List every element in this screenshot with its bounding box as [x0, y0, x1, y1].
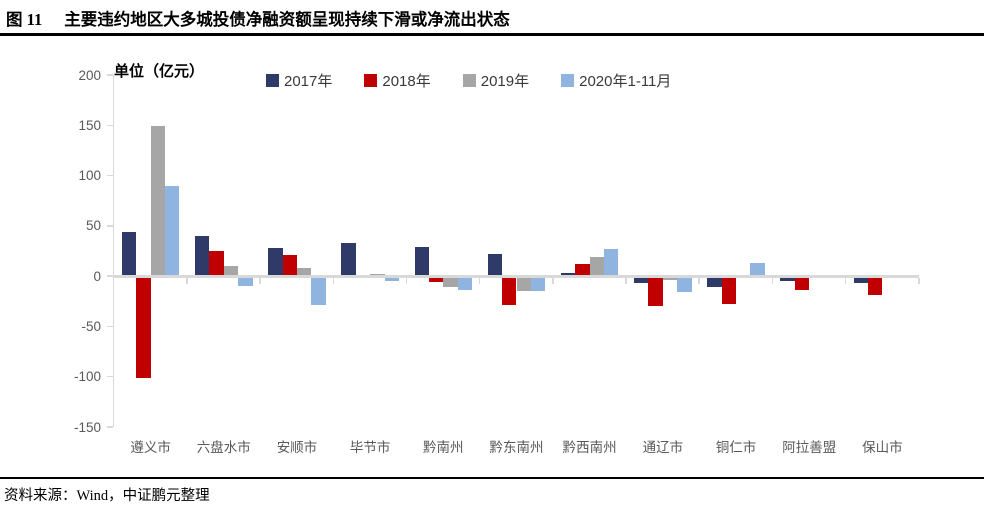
y-axis-tick [107, 74, 113, 76]
bar-2020年1-11月-遵义市 [165, 185, 180, 277]
bar-2018年-六盘水市 [209, 251, 224, 277]
zero-axis-line [114, 275, 919, 278]
y-axis-tick-label: -50 [81, 318, 101, 334]
data-source-note: 资料来源：Wind，中证鹏元整理 [4, 488, 210, 504]
bar-2017年-黔南州 [414, 246, 429, 277]
category-axis-tick [918, 277, 920, 284]
y-axis-tick-label: 0 [93, 268, 101, 284]
category-axis-tick [625, 277, 627, 284]
y-axis-tick-label: 200 [78, 67, 101, 83]
legend-item-2020年1-11月: 2020年1-11月 [561, 70, 671, 91]
category-axis-tick [771, 277, 774, 284]
x-axis-category-label: 黔西南州 [562, 440, 617, 455]
y-axis-tick-label: 100 [78, 168, 101, 184]
bar-2019年-黔西南州 [589, 257, 605, 277]
title-divider-rule [0, 33, 984, 36]
y-axis-tick-label: 50 [85, 218, 101, 234]
y-axis-tick [107, 225, 113, 227]
bar-2018年-通辽市 [648, 277, 663, 306]
bar-2020年1-11月-通辽市 [677, 277, 692, 292]
legend-swatch-icon [462, 74, 476, 87]
bar-2017年-通辽市 [634, 277, 649, 283]
bar-2017年-毕节市 [341, 242, 356, 277]
legend-swatch-icon [561, 74, 575, 87]
bar-2018年-保山市 [868, 277, 883, 295]
axis-unit-label: 单位（亿元） [114, 63, 205, 80]
legend-label: 2017年 [284, 73, 333, 90]
category-axis-tick [332, 277, 335, 284]
bar-2018年-黔南州 [428, 277, 444, 282]
legend-label: 2019年 [480, 73, 530, 90]
bar-2017年-保山市 [853, 277, 868, 283]
legend-label: 2020年1-11月 [579, 73, 672, 90]
y-axis-tick [107, 426, 113, 428]
bar-2020年1-11月-黔南州 [457, 277, 473, 290]
bar-2020年1-11月-毕节市 [384, 277, 399, 281]
bar-2019年-安顺市 [296, 268, 312, 277]
x-axis-category-label: 通辽市 [642, 440, 684, 455]
y-axis-tick-label: -150 [73, 419, 101, 435]
x-axis-category-label: 六盘水市 [196, 440, 251, 455]
y-axis-tick [107, 375, 113, 378]
y-axis-tick [107, 124, 113, 127]
bar-2018年-阿拉善盟 [794, 277, 810, 290]
bar-2017年-六盘水市 [194, 235, 210, 277]
x-axis-category-label: 保山市 [862, 440, 903, 455]
bar-2020年1-11月-安顺市 [311, 277, 326, 305]
legend-item-2018年: 2018年 [364, 70, 431, 91]
y-axis-tick [107, 275, 113, 277]
bar-2019年-遵义市 [150, 126, 165, 277]
bar-2020年1-11月-黔东南州 [530, 277, 546, 291]
bar-2019年-黔东南州 [516, 277, 531, 291]
y-axis-tick [107, 174, 113, 177]
bar-2017年-黔西南州 [560, 273, 576, 277]
bar-2017年-安顺市 [268, 247, 283, 277]
legend-item-2019年: 2019年 [462, 70, 530, 91]
bar-2017年-阿拉善盟 [780, 277, 795, 281]
bar-2019年-六盘水市 [223, 266, 239, 277]
category-axis-tick [552, 277, 554, 284]
y-axis-tick-label: -100 [73, 369, 101, 385]
bar-2017年-铜仁市 [707, 277, 722, 287]
bar-2020年1-11月-铜仁市 [750, 263, 765, 277]
figure-title: 图 11 主要违约地区大多城投债净融资额呈现持续下滑或净流出状态 [6, 6, 978, 30]
y-axis-tick-label: 150 [78, 117, 101, 133]
x-axis-category-label: 黔南州 [423, 440, 464, 455]
bar-2017年-黔东南州 [487, 254, 503, 277]
x-axis-category-label: 遵义市 [130, 440, 171, 455]
bar-2020年1-11月-黔西南州 [604, 248, 619, 277]
bar-2017年-遵义市 [121, 231, 137, 277]
y-axis-tick [107, 325, 113, 328]
x-axis-category-label: 安顺市 [276, 440, 318, 455]
category-axis-tick [405, 277, 408, 284]
legend-item-2017年: 2017年 [266, 70, 332, 91]
category-axis-tick [478, 277, 481, 284]
legend-swatch-icon [266, 74, 279, 87]
x-axis-category-label: 铜仁市 [715, 440, 757, 455]
bar-2018年-遵义市 [136, 277, 151, 379]
category-axis-tick [844, 277, 847, 284]
category-axis-tick [186, 277, 188, 284]
bar-2019年-毕节市 [370, 274, 385, 277]
x-axis-category-label: 阿拉善盟 [782, 440, 837, 455]
figure-title-text: 主要违约地区大多城投债净融资额呈现持续下滑或净流出状态 [64, 10, 510, 29]
x-axis-category-label: 毕节市 [349, 440, 391, 455]
x-axis-category-label: 黔东南州 [489, 440, 544, 455]
footer-divider-rule [0, 477, 984, 479]
bar-2020年1-11月-六盘水市 [238, 277, 253, 286]
chart-legend: 2017年 2018年 2019年 2020年1-11月 [266, 70, 671, 91]
bar-chart-plot-area: 200 150 100 50 0 -50 -100 -150 遵义市 六盘水市 安顺市 毕节市 黔南州 黔… [74, 68, 920, 455]
category-axis-tick [259, 277, 261, 284]
bar-2018年-铜仁市 [721, 277, 737, 304]
legend-label: 2018年 [382, 73, 431, 90]
category-axis-tick [698, 277, 700, 284]
bar-2019年-黔南州 [443, 277, 458, 287]
figure-number-label: 图 11 [6, 10, 43, 29]
bar-2018年-黔东南州 [502, 277, 517, 305]
bar-2018年-安顺市 [282, 255, 297, 277]
bar-2018年-黔西南州 [575, 264, 590, 277]
bar-2019年-通辽市 [662, 277, 678, 280]
legend-swatch-icon [364, 74, 378, 87]
